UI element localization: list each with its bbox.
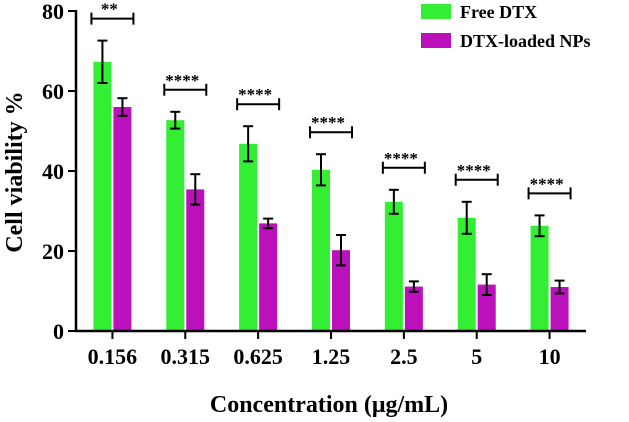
significance-label-10: **** xyxy=(530,174,564,193)
x-tick-label-1-25: 1.25 xyxy=(312,344,351,369)
bar-free-dtx-0-315 xyxy=(166,120,185,331)
y-tick-label-0: 0 xyxy=(53,319,64,344)
x-tick-label-0-315: 0.315 xyxy=(161,344,211,369)
bar-dtx-loaded-nps-0-625 xyxy=(259,223,278,331)
bar-free-dtx-0-625 xyxy=(239,143,258,331)
y-tick-label-40: 40 xyxy=(42,159,64,184)
x-tick-label-0-156: 0.156 xyxy=(88,344,138,369)
x-tick-label-10: 10 xyxy=(539,344,561,369)
significance-label-0-156: ** xyxy=(101,0,118,19)
x-tick-label-2-5: 2.5 xyxy=(390,344,418,369)
legend-swatch-free-dtx xyxy=(421,4,451,19)
bars-layer xyxy=(93,61,569,332)
significance-bracket-0-156 xyxy=(90,12,135,25)
bar-free-dtx-10 xyxy=(530,225,549,331)
y-tick-label-80: 80 xyxy=(42,0,64,24)
bar-free-dtx-2-5 xyxy=(384,201,403,331)
significance-label-0-315: **** xyxy=(165,71,199,90)
y-axis-label: Cell viability % xyxy=(2,91,28,252)
bar-free-dtx-5 xyxy=(457,217,476,331)
significance-bracket-0-625 xyxy=(236,98,281,111)
significance-bracket-5 xyxy=(454,173,499,186)
significance-label-5: **** xyxy=(457,161,491,180)
legend: Free DTX DTX-loaded NPs xyxy=(421,2,591,51)
bar-dtx-loaded-nps-10 xyxy=(550,287,569,331)
y-axis-title: Cell viability % xyxy=(2,91,28,252)
significance-bracket-1-25 xyxy=(309,126,353,139)
y-tick-label-60: 60 xyxy=(42,79,64,104)
significance-label-1-25: **** xyxy=(311,113,345,132)
bar-dtx-loaded-nps-0-315 xyxy=(186,189,205,331)
significance-bracket-0-315 xyxy=(163,83,208,96)
x-axis-label: Concentration (μg/mL) xyxy=(210,392,448,418)
legend-swatch-dtx-loaded-nps xyxy=(421,33,451,48)
legend-label-free-dtx: Free DTX xyxy=(460,2,537,22)
x-tick-label-0-625: 0.625 xyxy=(233,344,283,369)
significance-bracket-10 xyxy=(527,187,572,200)
legend-label-dtx-loaded-nps: DTX-loaded NPs xyxy=(460,31,591,51)
bar-dtx-loaded-nps-0-156 xyxy=(113,107,132,331)
bar-dtx-loaded-nps-1-25 xyxy=(332,250,350,331)
bar-dtx-loaded-nps-2-5 xyxy=(404,286,423,331)
bar-free-dtx-1-25 xyxy=(312,169,330,331)
error-bars-layer xyxy=(97,39,565,296)
y-tick-label-20: 20 xyxy=(42,239,64,264)
significance-bracket-2-5 xyxy=(381,161,426,174)
bar-free-dtx-0-156 xyxy=(93,61,112,332)
x-tick-label-5: 5 xyxy=(471,344,482,369)
bar-dtx-loaded-nps-5 xyxy=(477,284,496,331)
significance-label-2-5: **** xyxy=(384,149,418,168)
significance-label-0-625: **** xyxy=(238,85,272,104)
axes-layer: 0.156 0.315 0.625 1.25 2.5 5 10 0 20 40 60 80 xyxy=(42,0,586,369)
significance-layer: ************************** xyxy=(90,0,572,200)
